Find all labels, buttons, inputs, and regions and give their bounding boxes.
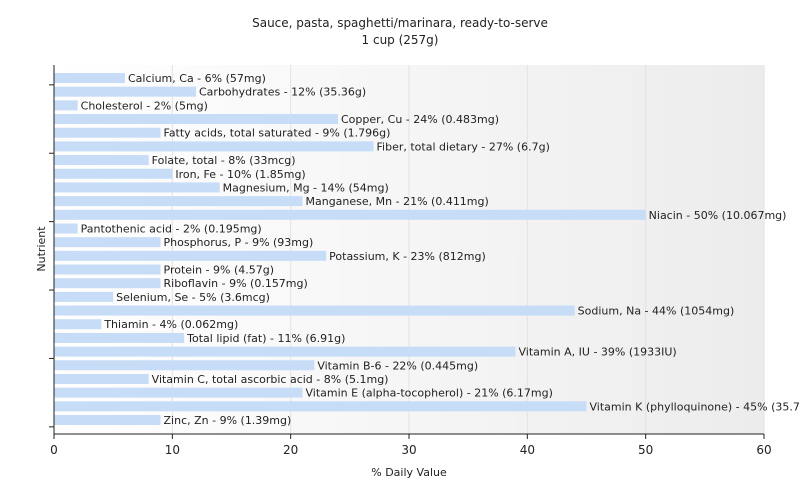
bar xyxy=(54,319,102,330)
bar-label: Calcium, Ca - 6% (57mg) xyxy=(128,72,266,85)
bar xyxy=(54,346,516,357)
bar-label: Fiber, total dietary - 27% (6.7g) xyxy=(377,140,550,153)
x-tick-label: 20 xyxy=(283,443,298,457)
x-tick-label: 50 xyxy=(638,443,653,457)
bar-label: Cholesterol - 2% (5mg) xyxy=(81,99,208,112)
bar-label: Selenium, Se - 5% (3.6mcg) xyxy=(116,291,270,304)
x-tick-label: 40 xyxy=(520,443,535,457)
bar xyxy=(54,401,587,412)
bar xyxy=(54,86,196,97)
bar-label: Fatty acids, total saturated - 9% (1.796… xyxy=(164,127,391,140)
bar-label: Vitamin E (alpha-tocopherol) - 21% (6.17… xyxy=(306,387,553,400)
bar xyxy=(54,209,646,220)
x-tick-label: 10 xyxy=(165,443,180,457)
bar xyxy=(54,100,78,111)
chart-title: Sauce, pasta, spaghetti/marinara, ready-… xyxy=(252,16,548,30)
bar-label: Folate, total - 8% (33mcg) xyxy=(152,154,296,167)
bar-label: Copper, Cu - 24% (0.483mg) xyxy=(341,113,499,126)
bar xyxy=(54,278,161,289)
bar-label: Thiamin - 4% (0.062mg) xyxy=(103,318,238,331)
x-axis-label: % Daily Value xyxy=(371,466,447,479)
bar-label: Vitamin A, IU - 39% (1933IU) xyxy=(519,346,677,359)
bar-label: Vitamin C, total ascorbic acid - 8% (5.1… xyxy=(152,373,389,386)
bar xyxy=(54,360,315,371)
bar xyxy=(54,415,161,425)
chart-subtitle: 1 cup (257g) xyxy=(362,33,439,47)
bar xyxy=(54,114,338,125)
bar-label: Potassium, K - 23% (812mg) xyxy=(329,250,486,263)
bar xyxy=(54,305,575,316)
bar xyxy=(54,196,303,207)
bar-label: Protein - 9% (4.57g) xyxy=(164,264,275,277)
bar xyxy=(54,250,327,261)
bar-label: Zinc, Zn - 9% (1.39mg) xyxy=(164,414,292,427)
x-tick-label: 30 xyxy=(401,443,416,457)
bar-label: Manganese, Mn - 21% (0.411mg) xyxy=(306,195,489,208)
bar-label: Vitamin B-6 - 22% (0.445mg) xyxy=(317,359,478,372)
bar xyxy=(54,155,149,166)
bar xyxy=(54,291,114,302)
bar xyxy=(54,332,185,343)
bar-label: Niacin - 50% (10.067mg) xyxy=(649,209,787,222)
bar xyxy=(54,237,161,248)
bar-label: Sodium, Na - 44% (1054mg) xyxy=(578,305,735,318)
bar xyxy=(54,182,220,193)
bar xyxy=(54,168,173,179)
bar-label: Total lipid (fat) - 11% (6.91g) xyxy=(186,332,345,345)
x-tick-label: 0 xyxy=(50,443,58,457)
x-tick-label: 60 xyxy=(756,443,771,457)
bar xyxy=(54,73,125,83)
bar xyxy=(54,387,303,398)
bar-label: Riboflavin - 9% (0.157mg) xyxy=(164,277,308,290)
bar xyxy=(54,223,78,234)
bar xyxy=(54,127,161,138)
bar-label: Iron, Fe - 10% (1.85mg) xyxy=(175,168,305,181)
bar xyxy=(54,141,374,152)
bar xyxy=(54,373,149,384)
bar-label: Magnesium, Mg - 14% (54mg) xyxy=(223,181,389,194)
bar-label: Carbohydrates - 12% (35.36g) xyxy=(199,86,366,99)
bar-label: Vitamin K (phylloquinone) - 45% (35.7mcg… xyxy=(590,400,800,413)
y-axis-label: Nutrient xyxy=(35,226,48,272)
bar-label: Pantothenic acid - 2% (0.195mg) xyxy=(81,222,262,235)
bar xyxy=(54,264,161,275)
bar-label: Phosphorus, P - 9% (93mg) xyxy=(164,236,314,249)
